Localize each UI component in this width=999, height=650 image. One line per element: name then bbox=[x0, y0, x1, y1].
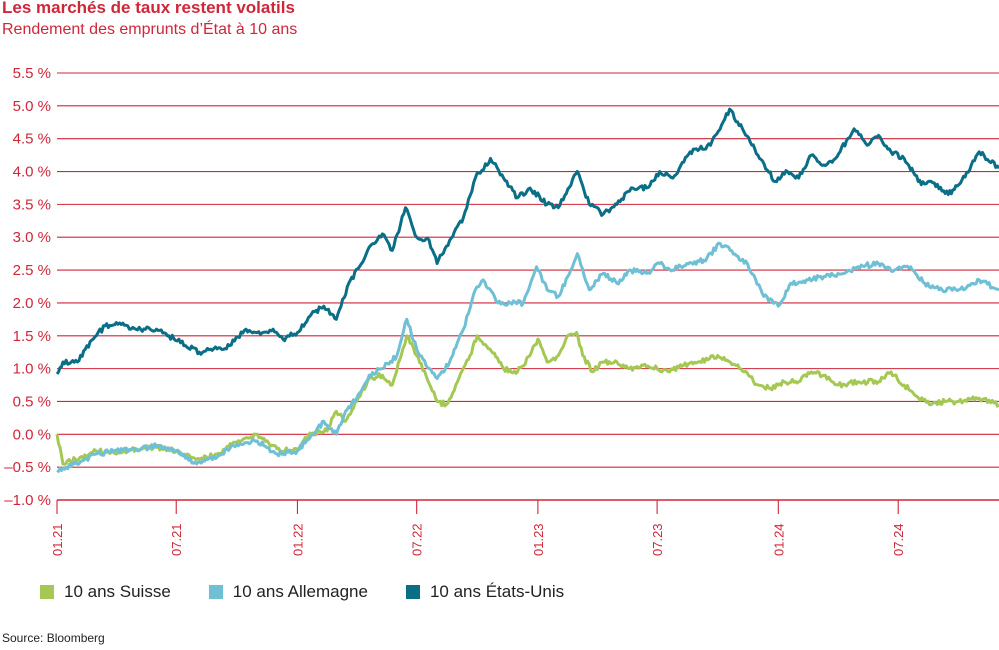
x-tick-label: 07.21 bbox=[169, 523, 184, 556]
x-tick-label: 01.23 bbox=[531, 523, 546, 556]
x-tick-label: 01.22 bbox=[290, 523, 305, 556]
y-tick-label: –1.0 % bbox=[4, 492, 51, 509]
series-line-us bbox=[55, 107, 999, 375]
y-tick-label: 0.5 % bbox=[13, 393, 51, 410]
chart-subtitle: Rendement des emprunts d’État à 10 ans bbox=[2, 21, 298, 38]
grid-lines bbox=[57, 72, 999, 501]
series-line-germany bbox=[56, 241, 999, 473]
legend-swatch-germany bbox=[208, 585, 223, 599]
x-tick-label: 07.22 bbox=[410, 523, 425, 556]
x-tick-label: 01.21 bbox=[50, 523, 65, 556]
chart-title: Les marchés de taux restent volatils bbox=[2, 0, 295, 17]
source-note: Source: Bloomberg bbox=[2, 631, 105, 645]
y-tick-label: 1.0 % bbox=[13, 361, 51, 378]
x-tick-label: 07.23 bbox=[650, 523, 665, 556]
x-tick-label: 07.24 bbox=[891, 523, 906, 556]
y-tick-label: 2.0 % bbox=[13, 295, 51, 312]
y-tick-label: 2.5 % bbox=[13, 262, 51, 279]
legend: 10 ans Suisse 10 ans Allemagne 10 ans Ét… bbox=[40, 582, 602, 602]
y-tick-label: 3.0 % bbox=[13, 229, 51, 246]
y-tick-label: –0.5 % bbox=[4, 459, 51, 476]
legend-label-us: 10 ans États-Unis bbox=[429, 582, 565, 601]
legend-swatch-swiss bbox=[40, 585, 54, 599]
legend-label-germany: 10 ans Allemagne bbox=[232, 582, 368, 601]
y-tick-label: 1.5 % bbox=[13, 328, 51, 345]
y-tick-label: 0.0 % bbox=[13, 426, 51, 443]
y-tick-label: 5.5 % bbox=[13, 65, 51, 82]
y-axis-ticks: 5.5 % 5.0 % 4.5 % 4.0 % 3.5 % 3.0 % 2.5 % 2.0 %… bbox=[4, 65, 51, 509]
series-lines bbox=[55, 107, 999, 473]
x-tick-label: 01.24 bbox=[771, 523, 786, 556]
legend-item-swiss: 10 ans Suisse bbox=[40, 582, 171, 602]
legend-item-germany: 10 ans Allemagne bbox=[208, 582, 368, 602]
legend-label-swiss: 10 ans Suisse bbox=[64, 582, 171, 601]
y-tick-label: 3.5 % bbox=[13, 196, 51, 213]
y-tick-label: 4.5 % bbox=[13, 131, 51, 148]
legend-item-us: 10 ans États-Unis bbox=[405, 582, 565, 602]
y-tick-label: 5.0 % bbox=[13, 98, 51, 115]
x-axis-ticks: 01.21 07.21 01.22 07.22 01.23 07.23 01.24 07.24 bbox=[50, 500, 906, 556]
legend-swatch-us bbox=[405, 585, 420, 599]
y-tick-label: 4.0 % bbox=[13, 164, 51, 181]
